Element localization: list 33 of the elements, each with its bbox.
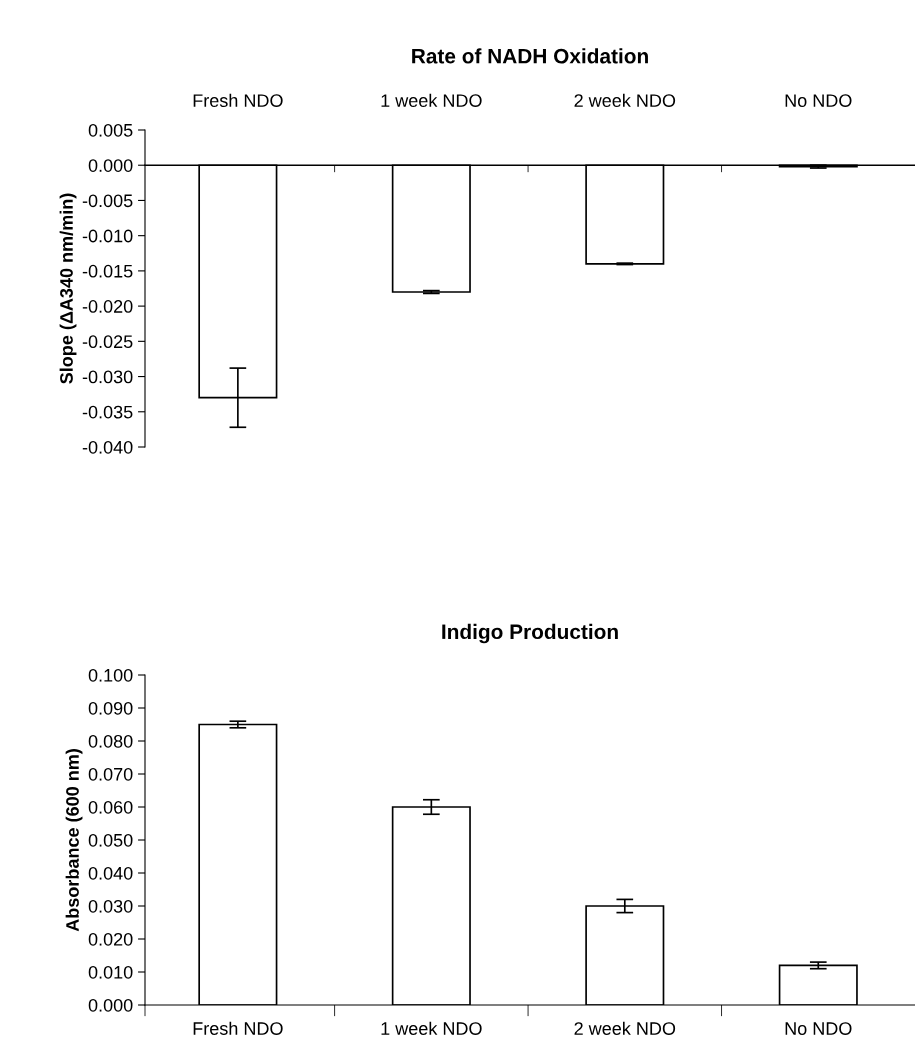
y-tick-label: -0.020 [82,300,133,313]
y-tick-label: 0.100 [88,668,133,682]
y-axis-title: Slope (ΔA340 nm/min) [59,193,77,384]
x-tick-label: Fresh NDO [193,93,283,107]
x-tick-label: 2 week NDO [574,1021,676,1035]
y-tick-label: -0.040 [82,440,133,454]
x-tick-label: Fresh NDO [193,1021,283,1035]
y-tick-label: 0.060 [88,800,133,814]
y-tick-label: 0.040 [88,866,133,880]
y-axis-title: Absorbance (600 nm) [65,749,83,932]
y-tick-label: -0.015 [82,264,133,278]
chart-title: Rate of NADH Oxidation [412,48,648,64]
y-tick-label: -0.030 [82,370,133,384]
y-tick-label: -0.035 [82,405,133,419]
y-tick-label: -0.005 [82,194,133,208]
x-tick-label: 1 week NDO [381,1021,482,1035]
x-tick-label: 2 week NDO [574,93,676,107]
y-tick-label: -0.010 [82,229,133,243]
y-tick-label: 0.000 [88,159,133,172]
y-tick-label: 0.000 [88,998,133,1012]
x-tick-label: No NDO [785,1022,852,1035]
y-tick-label: 0.090 [88,701,133,715]
chart-title: Indigo Production [442,623,618,644]
x-tick-label: No NDO [785,94,852,107]
y-tick-label: 0.020 [88,932,133,946]
y-tick-label: 0.005 [88,123,133,137]
y-tick-label: 0.070 [88,767,133,781]
y-tick-label: -0.025 [82,335,133,349]
y-tick-label: 0.080 [88,734,133,748]
x-tick-label: 1 week NDO [381,93,482,107]
y-tick-label: 0.050 [88,833,133,847]
y-tick-label: 0.030 [88,899,133,913]
y-tick-label: 0.010 [88,965,133,979]
